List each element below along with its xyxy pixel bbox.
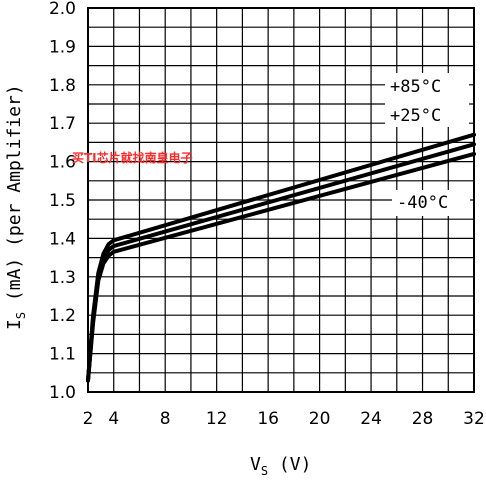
x-tick-label: 28 — [412, 409, 434, 429]
x-axis-title-sub: S — [261, 464, 268, 478]
x-tick-labels: 2 4 8 12 16 20 24 28 32 — [83, 409, 485, 429]
x-tick-label: 32 — [463, 409, 485, 429]
y-axis-title-sub: S — [14, 312, 28, 319]
x-tick-label: 12 — [206, 409, 228, 429]
annotation-85c: +85°C — [390, 77, 441, 97]
y-tick-label: 1.8 — [49, 76, 76, 96]
series-lines — [86, 132, 476, 383]
y-tick-label: 1.2 — [49, 306, 76, 326]
annotation-bg-upper — [385, 73, 469, 127]
x-axis-title-unit: (V) — [268, 454, 311, 475]
x-tick-label: 24 — [360, 409, 382, 429]
y-tick-label: 2.0 — [49, 0, 76, 19]
y-axis-title-unit: (mA) (per Amplifier) — [4, 84, 25, 312]
series-line-2 — [86, 151, 476, 383]
series-line-1 — [86, 142, 476, 383]
annotation-bg-lower — [392, 190, 470, 216]
x-tick-label: 2 — [83, 409, 94, 429]
y-tick-label: 1.6 — [49, 153, 76, 173]
y-tick-labels: 1.0 1.1 1.2 1.3 1.4 1.5 1.6 1.7 1.8 1.9 2.0 — [49, 0, 76, 403]
y-tick-label: 1.5 — [49, 191, 76, 211]
x-tick-label: 8 — [160, 409, 171, 429]
x-axis-title: VS (V) — [250, 454, 311, 478]
y-tick-label: 1.3 — [49, 268, 76, 288]
y-tick-label: 1.0 — [49, 383, 76, 403]
annotation-minus40c: -40°C — [397, 193, 448, 213]
y-axis-title-main: I — [4, 319, 25, 330]
x-tick-label: 16 — [257, 409, 279, 429]
y-tick-label: 1.4 — [49, 229, 76, 249]
y-tick-label: 1.9 — [49, 37, 76, 57]
plot-frame — [87, 7, 475, 393]
y-axis-title: IS (mA) (per Amplifier) — [4, 84, 28, 330]
x-tick-label: 20 — [309, 409, 331, 429]
y-tick-label: 1.7 — [49, 114, 76, 134]
watermark: 买TI芯片就找南皇电子 — [72, 150, 193, 165]
x-axis-title-main: V — [250, 454, 261, 475]
x-tick-label: 4 — [108, 409, 119, 429]
annotation-25c: +25°C — [390, 106, 441, 126]
y-tick-label: 1.1 — [49, 345, 76, 365]
